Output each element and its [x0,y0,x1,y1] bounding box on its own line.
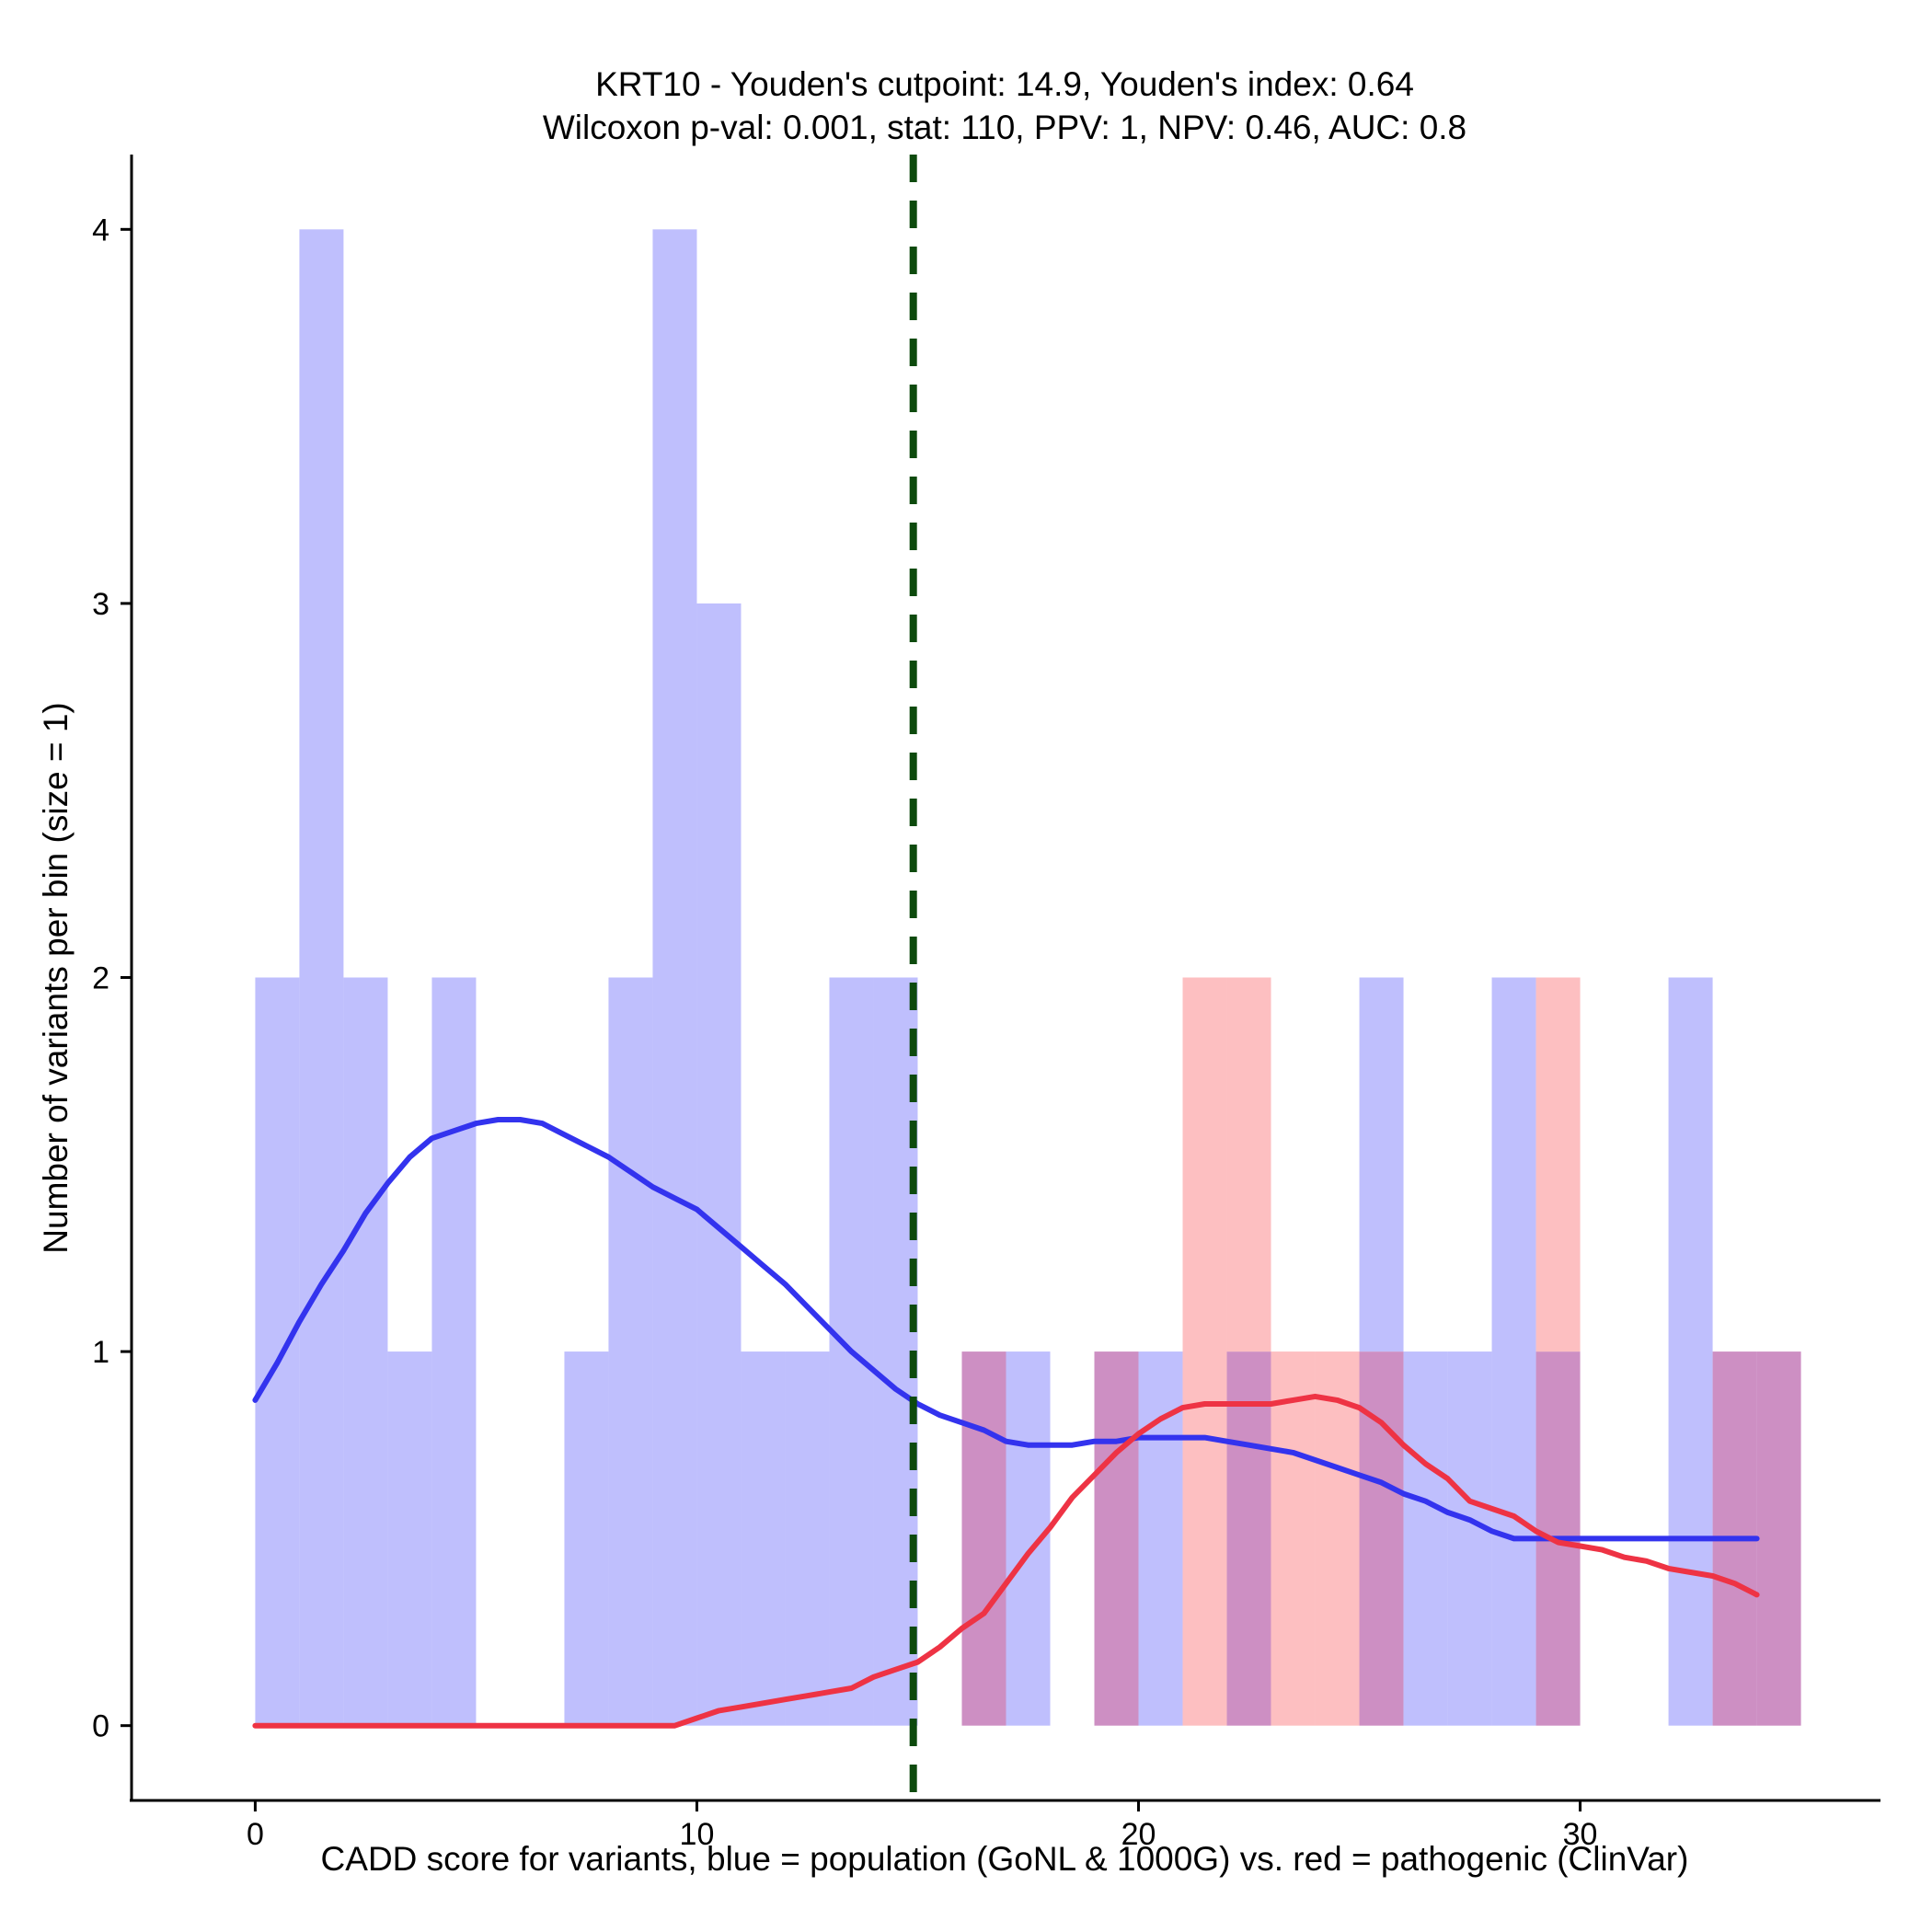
chart-title-line-1: KRT10 - Youden's cutpoint: 14.9, Youden'… [595,65,1414,103]
bar-population-2 [343,977,388,1726]
bar-population-32 [1668,977,1713,1726]
density-line-pathogenic [252,1393,1760,1729]
bar-population-0 [255,977,300,1726]
bar-overlap-16 [961,1351,1006,1726]
bar-population-1 [299,229,344,1726]
y-tick-label-3: 3 [92,587,109,622]
bar-population-11 [741,1351,786,1726]
y-axis-label: Number of variants per bin (size = 1) [37,702,75,1253]
x-tick-label-30: 30 [1563,1817,1598,1852]
y-tick-label-4: 4 [92,213,109,247]
bar-pathogenic-21 [1182,977,1227,1726]
chart-title: KRT10 - Youden's cutpoint: 14.9, Youden'… [543,65,1466,146]
bar-pathogenic-24 [1315,1351,1360,1726]
y-tick-label-0: 0 [92,1709,109,1744]
histogram-bars [255,229,1801,1726]
bar-population-26 [1403,1351,1448,1726]
x-tick-label-20: 20 [1121,1817,1156,1852]
bar-population-9 [652,229,697,1726]
y-tick-label-2: 2 [92,961,109,996]
bar-pathogenic-22 [1226,977,1271,1352]
bar-overlap-22 [1226,1351,1271,1726]
bar-population-7 [564,1351,609,1726]
bar-population-20 [1138,1351,1183,1726]
y-axis-ticks: 0 1 2 3 4 [92,213,132,1744]
bar-population-3 [387,1351,432,1726]
x-axis-ticks: 0 10 20 30 [247,1800,1598,1852]
bar-population-27 [1447,1351,1492,1726]
bar-overlap-34 [1756,1351,1801,1726]
y-tick-label-1: 1 [92,1335,109,1370]
bar-population-12 [785,1351,830,1726]
bar-population-25 [1359,977,1404,1352]
chart-title-line-2: Wilcoxon p-val: 0.001, stat: 110, PPV: 1… [543,109,1466,146]
x-axis-label: CADD score for variants, blue = populati… [321,1840,1689,1878]
bar-pathogenic-29 [1535,977,1581,1352]
density-line-population [252,1117,1760,1542]
bar-pathogenic-23 [1271,1351,1316,1726]
bar-population-28 [1491,977,1536,1726]
density-curves [252,1117,1760,1729]
bar-population-10 [696,603,742,1726]
bar-population-8 [608,977,653,1726]
x-tick-label-0: 0 [247,1817,264,1852]
bar-overlap-19 [1094,1351,1139,1726]
x-tick-label-10: 10 [680,1817,715,1852]
bar-overlap-25 [1359,1351,1404,1726]
bar-population-4 [431,977,477,1726]
